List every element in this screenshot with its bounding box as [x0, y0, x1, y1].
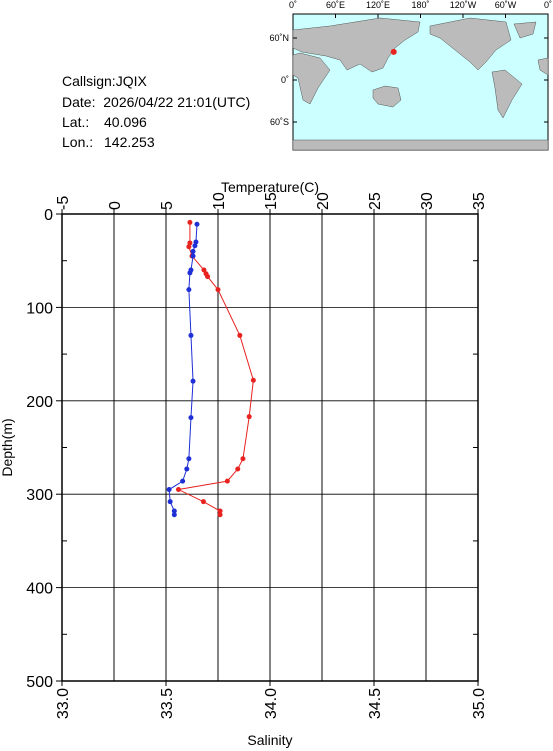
- salinity-axis-label: Salinity: [247, 732, 292, 748]
- profile-point: [186, 456, 192, 462]
- map-lon-label: 120˚W: [450, 0, 477, 10]
- profile-point: [224, 478, 230, 484]
- temperature-tick-label: 25: [367, 192, 384, 210]
- depth-axis-label: Depth(m): [0, 418, 15, 476]
- salinity-tick-label: 33.5: [159, 688, 176, 719]
- profile-point: [200, 499, 206, 505]
- lon-value: 142.253: [104, 134, 155, 150]
- lat-value: 40.096: [104, 114, 147, 130]
- salinity-tick-label: 35.0: [471, 688, 488, 719]
- profile-point: [250, 377, 256, 383]
- map: 0˚ 60˚E 120˚E 180˚ 120˚W 60˚W 0˚ 60˚N 0˚ 60˚S: [269, 0, 552, 151]
- profile-point: [201, 267, 207, 273]
- map-lon-label: 180˚: [411, 0, 429, 10]
- profile-point: [188, 332, 194, 338]
- profile-point: [166, 487, 172, 493]
- profile-point: [190, 253, 196, 259]
- grid: [61, 213, 479, 682]
- profile-point: [205, 274, 211, 280]
- profile-point: [187, 270, 193, 276]
- temperature-tick-label: 0: [107, 201, 124, 210]
- depth-tick-label: 400: [26, 581, 53, 598]
- salinity-tick-label: 34.0: [263, 688, 280, 719]
- profile-point: [246, 414, 252, 420]
- salinity-tick-label: 34.5: [367, 688, 384, 719]
- profile-point: [188, 415, 194, 421]
- map-lon-label: 120˚E: [366, 0, 390, 10]
- profile-point: [190, 248, 196, 254]
- lat-label: Lat.:: [62, 114, 89, 130]
- map-lat-label: 0˚: [281, 75, 289, 85]
- depth-tick-label: 300: [26, 487, 53, 504]
- profile-point: [217, 512, 223, 518]
- profile-point: [186, 244, 192, 250]
- plot-frame: [61, 213, 479, 682]
- map-lon-label: 60˚W: [495, 0, 517, 10]
- temperature-tick-label: 15: [263, 192, 280, 210]
- depth-tick-label: 200: [26, 394, 53, 411]
- depth-tick-label: 100: [26, 300, 53, 317]
- station-info: Callsign:JQIX Date: 2026/04/22 21:01(UTC…: [62, 73, 250, 150]
- profile-point: [235, 466, 241, 472]
- lon-label: Lon.:: [62, 134, 93, 150]
- map-lat-label: 60˚S: [270, 117, 289, 127]
- map-lon-label: 60˚E: [326, 0, 345, 10]
- temperature-axis-label: Temperature(C): [221, 179, 319, 195]
- profile-point: [171, 512, 177, 518]
- profile-point: [180, 478, 186, 484]
- profile-point: [215, 287, 221, 293]
- temperature-tick-label: 30: [419, 192, 436, 210]
- profile-point: [194, 221, 200, 227]
- profile-point: [186, 287, 192, 293]
- map-lat-label: 60˚N: [269, 33, 289, 43]
- salinity-tick-label: 33.0: [55, 688, 72, 719]
- profile-line: [176, 222, 254, 515]
- depth-tick-label: 500: [26, 674, 53, 691]
- profile-point: [192, 243, 198, 249]
- profile-point: [175, 487, 181, 493]
- profile-point: [187, 219, 193, 225]
- temperature-tick-label: 35: [471, 192, 488, 210]
- profile-point: [171, 508, 177, 514]
- profile-point: [184, 466, 190, 472]
- profile-point: [237, 332, 243, 338]
- temperature-tick-label: 20: [315, 192, 332, 210]
- temperature-tick-label: -5: [55, 196, 72, 210]
- station-marker: [390, 48, 397, 55]
- callsign: Callsign:JQIX: [62, 73, 147, 89]
- date: Date: 2026/04/22 21:01(UTC): [62, 94, 250, 110]
- profile-point: [167, 499, 173, 505]
- map-lon-label: 0˚: [289, 0, 297, 10]
- map-land: [292, 17, 549, 151]
- temperature-tick-label: 5: [159, 201, 176, 210]
- profile-point: [240, 456, 246, 462]
- profile-line: [168, 224, 198, 515]
- temperature-tick-label: 10: [211, 192, 228, 210]
- profile-point: [217, 508, 223, 514]
- depth-tick-label: 0: [44, 207, 53, 224]
- map-lon-label: 0˚: [544, 0, 552, 10]
- profile-point: [190, 378, 196, 384]
